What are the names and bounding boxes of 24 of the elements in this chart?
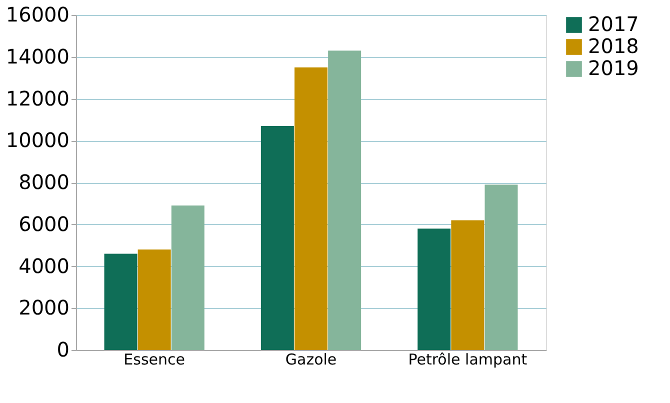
y-tick-label: 14000 — [6, 44, 70, 68]
y-tick-label: 16000 — [6, 2, 70, 26]
y-tick-label: 4000 — [18, 254, 70, 278]
bar — [418, 228, 451, 350]
bar — [171, 206, 204, 350]
bar — [294, 67, 328, 350]
y-tick-label: 10000 — [6, 128, 70, 152]
legend-label: 2018 — [588, 34, 639, 58]
bar — [484, 184, 518, 350]
x-tick-label: Petrôle lampant — [408, 350, 528, 368]
x-tick-label: Gazole — [285, 350, 337, 368]
bar — [138, 250, 171, 350]
y-tick-label: 6000 — [18, 212, 70, 236]
y-tick-label: 0 — [56, 338, 70, 362]
bar — [104, 254, 138, 350]
legend-label: 2017 — [588, 12, 639, 36]
bar — [451, 220, 484, 350]
x-tick-label: Essence — [124, 350, 185, 368]
legend-label: 2019 — [588, 56, 639, 80]
y-tick-label: 8000 — [18, 170, 70, 194]
bar — [260, 126, 294, 350]
y-tick-label: 12000 — [6, 86, 70, 110]
y-tick-label: 2000 — [18, 296, 70, 320]
bar — [328, 50, 362, 350]
